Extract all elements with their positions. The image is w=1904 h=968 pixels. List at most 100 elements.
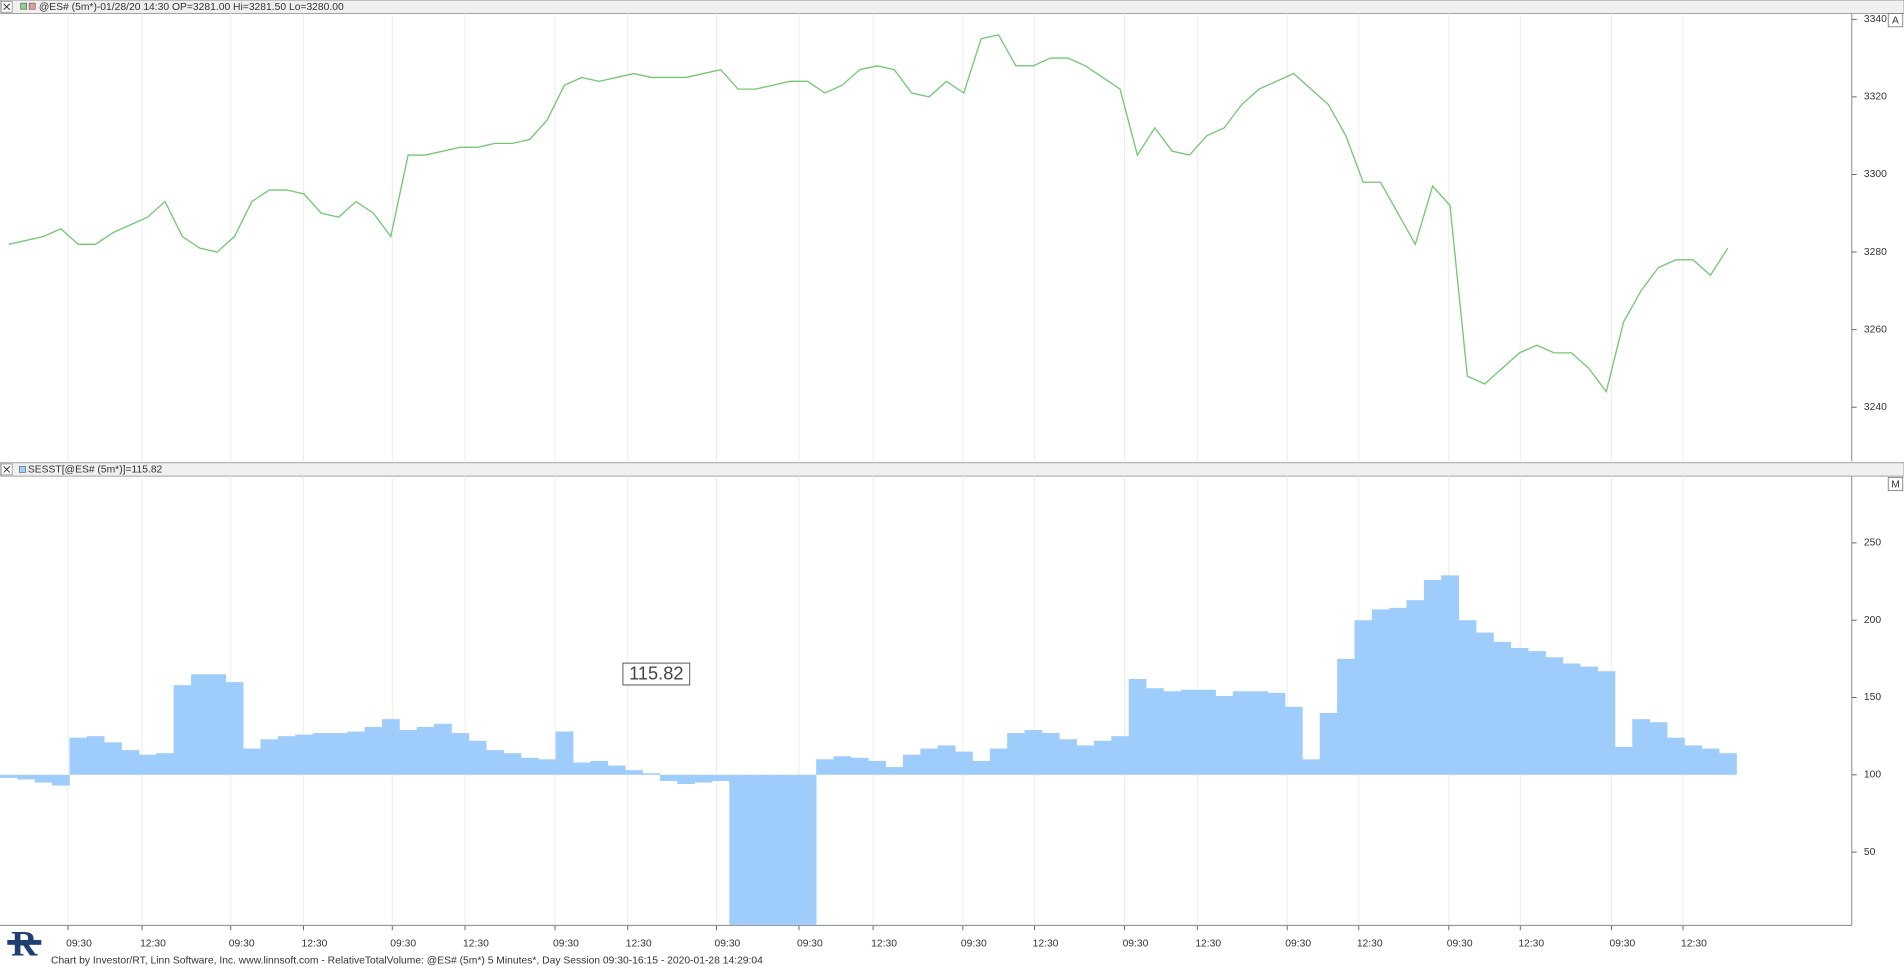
bar [86, 736, 105, 775]
bar [1493, 641, 1512, 775]
bar [1719, 753, 1737, 775]
bar [955, 751, 973, 775]
x-tick-label: 09:30 [390, 938, 416, 949]
bar [1476, 632, 1494, 775]
bar [694, 774, 713, 783]
bar [1267, 692, 1286, 775]
y-tick-label: 3280 [1864, 247, 1887, 258]
x-tick-label: 09:30 [714, 938, 740, 949]
bar [295, 734, 313, 775]
bar [625, 770, 643, 775]
bar [1406, 600, 1425, 775]
indicator-header: SESST[@ES# (5m*)]=115.82 [28, 465, 163, 476]
bar [1180, 689, 1199, 775]
bar [1441, 575, 1460, 775]
indicator-header-bar [0, 462, 1904, 477]
bar [1580, 666, 1598, 775]
bar [1059, 739, 1077, 775]
bar [1458, 620, 1477, 775]
bar [1302, 759, 1321, 775]
bar [1423, 580, 1442, 775]
bar [1597, 671, 1616, 775]
x-tick-label: 09:30 [229, 938, 255, 949]
y-tick-label: 100 [1864, 770, 1881, 781]
bar [451, 733, 470, 775]
y-tick-label: 3320 [1864, 92, 1887, 103]
scale-button[interactable] [1887, 13, 1904, 28]
x-tick-label: 12:30 [1357, 938, 1383, 949]
bar [173, 685, 192, 775]
y-tick-label: 50 [1864, 847, 1876, 858]
bar [937, 745, 956, 775]
bar [138, 754, 157, 775]
bar [972, 760, 991, 775]
bar [1614, 746, 1633, 775]
plot-layer: 09:30 12:30 09:30 12:30 09:30 12:30 09:30 12:30… [0, 13, 1887, 949]
bar [868, 760, 886, 775]
scale-button[interactable] [1887, 476, 1904, 492]
scale-button-label[interactable]: A [1892, 15, 1899, 26]
bar [885, 767, 904, 775]
bar [1319, 712, 1338, 775]
bar [17, 774, 36, 780]
y-tick-label: 3300 [1864, 169, 1887, 180]
bar [503, 753, 522, 775]
bar [1007, 733, 1025, 775]
x-tick-label: 09:30 [1123, 938, 1149, 949]
x-tick-label: 12:30 [1195, 938, 1221, 949]
bar [34, 774, 53, 783]
annotation-box [622, 662, 691, 686]
bar [1146, 688, 1164, 775]
bar [573, 762, 591, 775]
bar [989, 748, 1008, 775]
x-tick-label: 09:30 [1285, 938, 1311, 949]
bar [1701, 748, 1720, 775]
x-tick-label: 09:30 [553, 938, 579, 949]
bar [52, 774, 70, 786]
y-tick-label: 3260 [1864, 324, 1887, 335]
bar [729, 774, 748, 925]
bar [486, 750, 504, 775]
y-tick-label: 3340 [1864, 14, 1887, 25]
bar [347, 731, 366, 775]
bar [121, 750, 140, 775]
y-tick-label: 3240 [1864, 402, 1887, 413]
scale-button-label[interactable]: M [1891, 479, 1900, 490]
bar [1024, 729, 1043, 775]
bar [1250, 691, 1268, 775]
bar [1562, 663, 1581, 775]
bar [1111, 736, 1130, 775]
bar [260, 739, 279, 775]
bar [104, 742, 122, 775]
bar [329, 733, 348, 775]
x-tick-label: 12:30 [302, 938, 328, 949]
x-tick-label: 09:30 [66, 938, 92, 949]
bar [1684, 745, 1703, 775]
bar [1371, 609, 1390, 775]
bar [243, 748, 261, 775]
x-tick-label: 12:30 [1033, 938, 1059, 949]
legend-icon [19, 466, 26, 473]
x-tick-label: 12:30 [1518, 938, 1544, 949]
bar [642, 773, 661, 775]
bar [1510, 648, 1529, 775]
bar [1649, 722, 1668, 775]
bar [1198, 689, 1216, 775]
bar [191, 674, 209, 775]
bar [711, 774, 730, 781]
bar [416, 726, 435, 775]
bar [1284, 706, 1303, 775]
y-tick-label: 150 [1864, 692, 1881, 703]
bar [434, 723, 452, 775]
bar [833, 756, 852, 775]
bar [1215, 695, 1234, 775]
bar [399, 729, 418, 775]
legend-icon [28, 2, 36, 10]
x-tick-label: 12:30 [140, 938, 166, 949]
bar [156, 753, 175, 775]
bar [1128, 678, 1147, 775]
x-tick-label: 12:30 [1681, 938, 1707, 949]
bar [1093, 740, 1112, 775]
